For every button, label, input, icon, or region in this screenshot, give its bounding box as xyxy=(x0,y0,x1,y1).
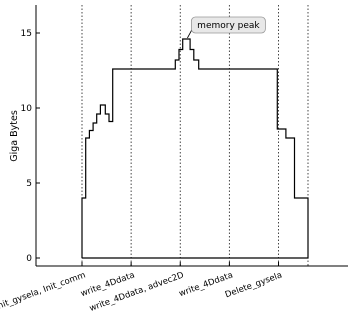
x-tick-label: Delete_gysela xyxy=(224,270,284,300)
annotation-text: memory peak xyxy=(197,21,260,31)
y-tick-label: 0 xyxy=(26,254,32,264)
plot-frame xyxy=(35,5,348,267)
vertical-marker-lines xyxy=(81,5,309,266)
x-axis-ticks: Init_gysela, Init_commwrite_4Ddatawrite_… xyxy=(0,262,284,314)
y-tick-label: 5 xyxy=(26,179,32,189)
annotation-box xyxy=(191,16,266,34)
peak-annotation: memory peak xyxy=(187,16,266,39)
memory-series-line xyxy=(81,38,309,259)
x-tick-label: Init_gysela, Init_comm xyxy=(0,270,87,312)
y-axis-label: Giga Bytes xyxy=(9,110,20,162)
y-axis-ticks: 0 5 10 15 xyxy=(21,29,40,264)
y-tick-label: 10 xyxy=(21,104,33,114)
x-tick-label: write_4Ddata, advec2D xyxy=(88,270,185,314)
y-tick-label: 15 xyxy=(21,29,32,39)
